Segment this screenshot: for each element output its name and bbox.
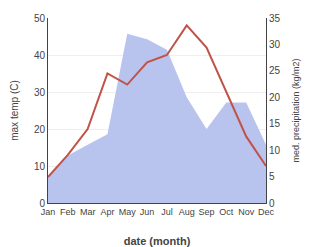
- svg-text:May: May: [119, 207, 137, 217]
- svg-text:0: 0: [269, 198, 275, 209]
- svg-text:Dec: Dec: [258, 207, 275, 217]
- svg-text:Apr: Apr: [100, 207, 114, 217]
- svg-text:Jul: Jul: [161, 207, 173, 217]
- svg-text:Jun: Jun: [140, 207, 155, 217]
- svg-text:0: 0: [39, 198, 45, 209]
- svg-text:max temp (C): max temp (C): [9, 80, 20, 141]
- svg-text:30: 30: [269, 39, 281, 50]
- svg-text:15: 15: [269, 118, 281, 129]
- svg-text:20: 20: [269, 92, 281, 103]
- svg-text:20: 20: [34, 124, 46, 135]
- svg-text:40: 40: [34, 50, 46, 61]
- svg-text:Feb: Feb: [60, 207, 76, 217]
- svg-text:date (month): date (month): [124, 235, 191, 247]
- svg-text:35: 35: [269, 13, 281, 24]
- svg-text:30: 30: [34, 87, 46, 98]
- svg-text:Sep: Sep: [199, 207, 215, 217]
- svg-text:Aug: Aug: [179, 207, 195, 217]
- svg-text:25: 25: [269, 65, 281, 76]
- svg-text:10: 10: [269, 145, 281, 156]
- svg-text:Nov: Nov: [238, 207, 255, 217]
- svg-text:Jan: Jan: [41, 207, 56, 217]
- svg-text:5: 5: [269, 171, 275, 182]
- svg-text:50: 50: [34, 13, 46, 24]
- svg-text:med. precipitation (kg/m2): med. precipitation (kg/m2): [291, 58, 301, 162]
- svg-text:Oct: Oct: [219, 207, 234, 217]
- svg-text:Mar: Mar: [80, 207, 96, 217]
- svg-text:10: 10: [34, 161, 46, 172]
